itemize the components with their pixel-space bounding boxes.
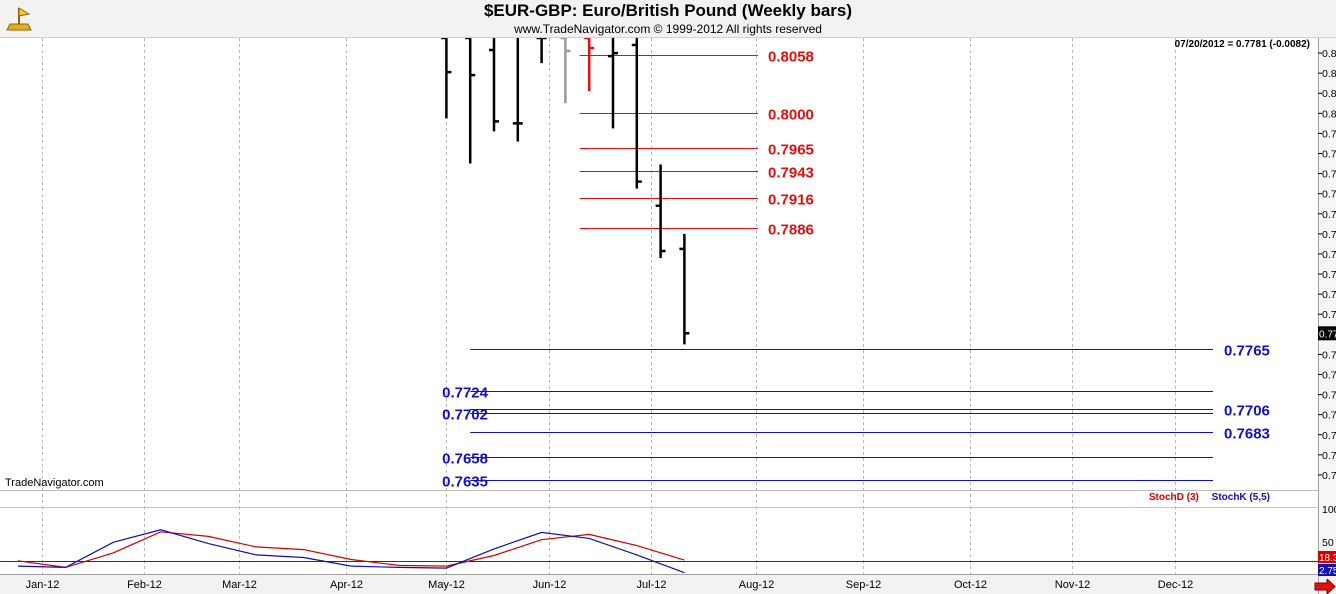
watermark-text: TradeNavigator.com	[5, 477, 104, 489]
ohlc-bar	[631, 38, 642, 189]
price-tick-label: 0.7660	[1322, 450, 1336, 462]
ohlc-bar	[465, 38, 476, 164]
time-axis-label: Aug-12	[739, 579, 774, 591]
retracement-label-blue: 0.7683	[1224, 426, 1270, 443]
price-tick-label: 0.7940	[1322, 169, 1336, 181]
stoch-series-line-k	[17, 529, 685, 574]
time-axis-label: Nov-12	[1055, 579, 1090, 591]
retracement-label-blue: 0.7765	[1224, 343, 1270, 360]
price-tick-label: 0.7920	[1322, 189, 1336, 201]
ohlc-bar	[608, 38, 618, 129]
ohlc-bar	[441, 38, 452, 119]
ohlc-bar	[679, 233, 690, 345]
price-readout: 07/20/2012 = 0.7781 (-0.0082)	[1174, 39, 1310, 50]
price-panel-bg	[0, 38, 1318, 490]
retracement-label-blue: 0.7635	[442, 474, 488, 491]
last-price-marker	[1318, 326, 1336, 341]
price-tick-label: 0.7900	[1322, 209, 1336, 221]
price-tick-label: 0.7820	[1322, 289, 1336, 301]
stochk-last-label: 2.7544	[1319, 566, 1336, 577]
retracement-label-blue: 0.7658	[442, 451, 488, 468]
price-tick-label: 0.8000	[1322, 108, 1336, 120]
retracement-label-red: 0.8058	[768, 49, 814, 66]
price-tick-label: 0.7640	[1322, 470, 1336, 482]
time-axis-label: May-12	[428, 579, 465, 591]
ohlc-bar	[489, 38, 499, 132]
price-tick-label: 0.7760	[1322, 349, 1336, 361]
copyright-text: www.TradeNavigator.com © 1999-2012 All r…	[514, 22, 822, 36]
price-tick-label: 0.7720	[1322, 390, 1336, 402]
retracement-label-blue: 0.7724	[442, 385, 489, 402]
time-axis-label: Oct-12	[954, 579, 987, 591]
retracement-label-red: 0.7965	[768, 142, 814, 159]
price-tick-label: 0.8020	[1322, 88, 1336, 100]
chart-title: $EUR-GBP: Euro/British Pound (Weekly bar…	[483, 1, 853, 20]
time-axis-label: Mar-12	[222, 579, 257, 591]
price-tick-label: 0.7980	[1322, 128, 1336, 140]
stoch-tick-label: 100	[1322, 504, 1336, 516]
price-tick-label: 0.7740	[1322, 369, 1336, 381]
ohlc-bar	[584, 38, 595, 92]
price-tick-label: 0.7800	[1322, 309, 1336, 321]
time-axis-label: Jan-12	[26, 579, 60, 591]
price-tick-label: 0.7680	[1322, 430, 1336, 442]
stochd-last-marker	[1318, 551, 1336, 563]
price-tick-label: 0.7840	[1322, 269, 1336, 281]
time-axis-label: Sep-12	[846, 579, 881, 591]
legend-stochk: StochK (5,5)	[1211, 492, 1270, 503]
time-axis-label: Jun-12	[533, 579, 567, 591]
retracement-label-red: 0.7943	[768, 165, 814, 182]
stoch-series-line-d	[17, 531, 685, 569]
trade-navigator-logo-icon	[6, 7, 32, 31]
ohlc-bar	[655, 164, 666, 258]
legend-stochd: StochD (3)	[1148, 492, 1199, 503]
retracement-label-red: 0.7886	[768, 222, 814, 239]
stochk-last-marker	[1318, 564, 1336, 576]
time-axis-label: Apr-12	[330, 579, 363, 591]
ohlc-bars	[441, 38, 690, 345]
ohlc-bar	[560, 38, 571, 104]
retracement-label-red: 0.7916	[768, 192, 814, 209]
price-tick-label: 0.7880	[1322, 229, 1336, 241]
price-tick-label: 0.7960	[1322, 149, 1336, 161]
scroll-right-arrow-icon[interactable]	[1314, 579, 1336, 594]
stochd-last-label: 18.36	[1319, 553, 1336, 564]
price-tick-label: 0.8040	[1322, 68, 1336, 80]
ohlc-bar	[536, 38, 547, 64]
stoch-tick-label: 50	[1322, 537, 1334, 549]
title-bar: $EUR-GBP: Euro/British Pound (Weekly bar…	[0, 0, 1336, 38]
price-tick-label: 0.7860	[1322, 249, 1336, 261]
price-tick-label: 0.8060	[1322, 48, 1336, 60]
ohlc-bar	[512, 38, 523, 142]
time-axis-label: Dec-12	[1158, 579, 1193, 591]
price-axis-bg	[1318, 38, 1336, 574]
time-axis-bg	[0, 574, 1336, 594]
stochastic-legend: StochD (3) StochK (5,5)	[1060, 492, 1270, 503]
last-price-label: 0.7781	[1319, 329, 1336, 340]
retracement-label-blue: 0.7706	[1224, 403, 1270, 420]
time-axis-label: Jul-12	[637, 579, 667, 591]
price-tick-label: 0.7700	[1322, 410, 1336, 422]
retracement-label-red: 0.8000	[768, 107, 814, 124]
retracement-label-blue: 0.7702	[442, 407, 488, 424]
time-axis-label: Feb-12	[127, 579, 162, 591]
